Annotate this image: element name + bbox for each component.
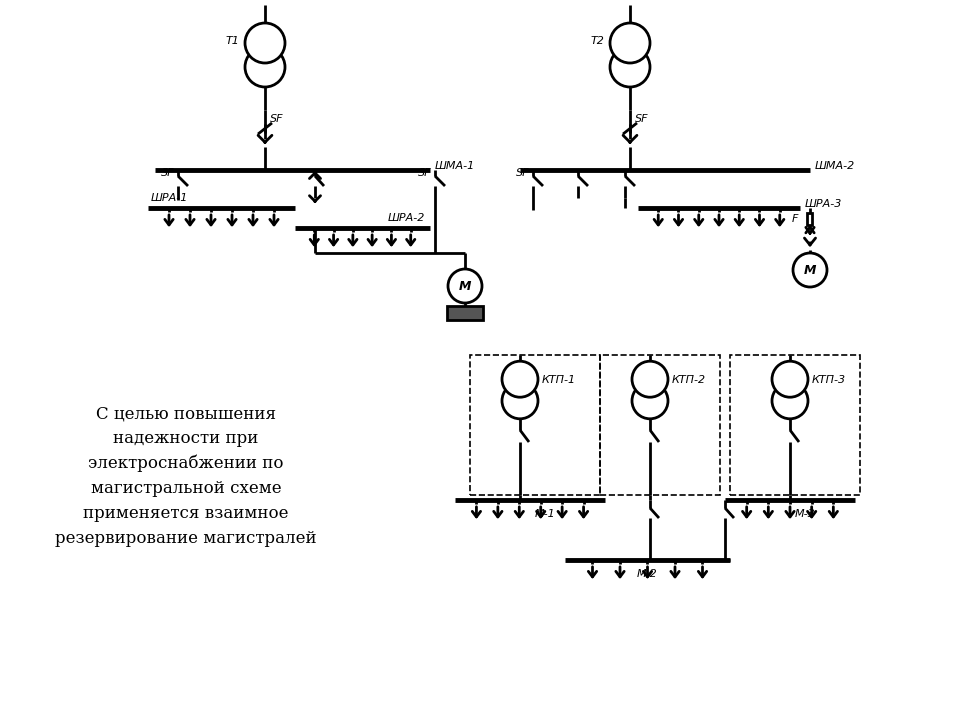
Bar: [730, 355, 860, 495]
Circle shape: [793, 253, 827, 287]
Text: КТП-3: КТП-3: [812, 375, 846, 385]
Text: М-3: М-3: [795, 509, 815, 519]
Circle shape: [632, 383, 668, 419]
Bar: [470, 355, 600, 495]
Circle shape: [610, 23, 650, 63]
Text: M: M: [459, 279, 471, 292]
Circle shape: [610, 47, 650, 87]
Text: М-2: М-2: [637, 569, 658, 579]
Bar: [447, 306, 483, 320]
Text: ШМА-2: ШМА-2: [815, 161, 855, 171]
Circle shape: [502, 383, 538, 419]
Text: М-1: М-1: [535, 509, 556, 519]
Text: SF: SF: [160, 168, 174, 178]
Text: SF: SF: [418, 168, 431, 178]
Text: КТП-1: КТП-1: [542, 375, 576, 385]
Circle shape: [448, 269, 482, 303]
Circle shape: [502, 361, 538, 397]
Circle shape: [632, 361, 668, 397]
Text: ШРА-3: ШРА-3: [805, 199, 842, 209]
Text: SF: SF: [635, 114, 649, 125]
Circle shape: [772, 383, 808, 419]
Bar: [807, 213, 812, 225]
Text: T1: T1: [226, 36, 239, 46]
Text: ШРА-1: ШРА-1: [151, 193, 188, 203]
Text: ШМА-1: ШМА-1: [435, 161, 475, 171]
Bar: [600, 355, 720, 495]
Text: F: F: [792, 214, 798, 224]
Circle shape: [245, 47, 285, 87]
Text: M: M: [804, 264, 816, 276]
Text: SF: SF: [516, 168, 529, 178]
Circle shape: [245, 23, 285, 63]
Text: SF: SF: [270, 114, 283, 125]
Text: КТП-2: КТП-2: [672, 375, 707, 385]
Text: С целью повышения
надежности при
электроснабжении по
магистральной схеме
применя: С целью повышения надежности при электро…: [55, 405, 317, 546]
Text: T2: T2: [590, 36, 604, 46]
Text: ШРА-2: ШРА-2: [388, 213, 425, 223]
Circle shape: [772, 361, 808, 397]
